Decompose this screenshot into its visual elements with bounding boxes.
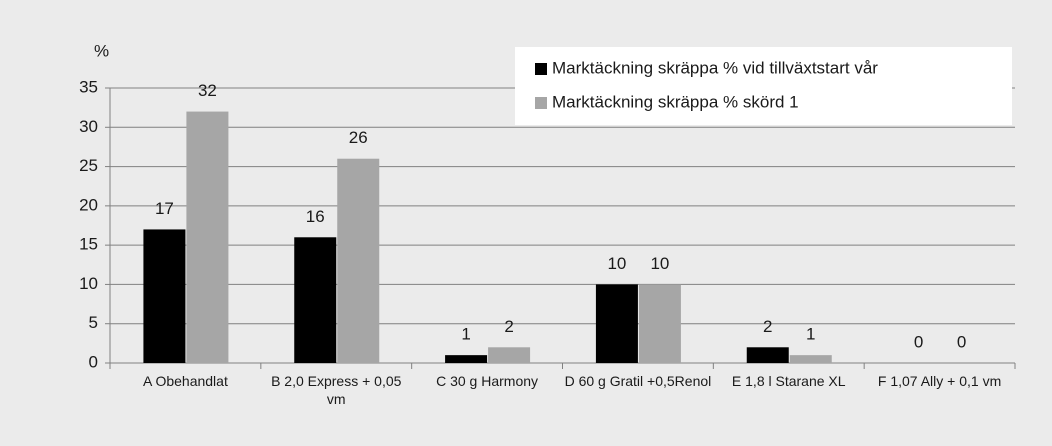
y-tick-label: 10 [79,274,98,293]
data-label: 17 [155,199,174,218]
bar [294,237,337,363]
x-tick-label: E 1,8 l Starane XL [731,373,846,389]
legend-swatch [535,63,547,75]
data-label: 16 [306,207,325,226]
y-tick-label: 0 [89,352,98,371]
data-label: 0 [914,332,923,351]
bar [337,158,380,363]
y-tick-label: 30 [79,117,98,136]
bar [488,347,531,363]
x-tick-label: C 30 g Harmony [436,373,539,389]
data-label: 10 [607,254,626,273]
legend-label: Marktäckning skräppa % skörd 1 [552,92,799,111]
bar [143,229,186,363]
data-label: 0 [957,332,966,351]
bar [746,347,789,363]
y-tick-label: 35 [79,77,98,96]
y-tick-label: 20 [79,195,98,214]
x-tick-label: F 1,07 Ally + 0,1 vm [877,373,1002,389]
bar [638,284,681,363]
legend-label: Marktäckning skräppa % vid tillväxtstart… [552,58,878,77]
x-tick-label: B 2,0 Express + 0,05 vm [271,373,402,407]
data-label: 26 [349,128,368,147]
data-label: 2 [763,317,772,336]
bar [186,111,229,363]
data-label: 32 [198,81,217,100]
data-label: 2 [504,317,513,336]
data-label: 1 [461,325,470,344]
y-axis-label: % [94,41,109,60]
data-label: 10 [650,254,669,273]
x-tick-label: A Obehandlat [142,373,228,389]
data-label: 1 [806,325,815,344]
y-tick-label: 25 [79,156,98,175]
bar [445,355,488,363]
legend-swatch [535,97,547,109]
bar [789,355,832,363]
x-tick-label: D 60 g Gratil +0,5Renol [564,373,712,389]
legend-box [515,47,1012,125]
bar [595,284,638,363]
y-tick-label: 15 [79,235,98,254]
y-tick-label: 5 [89,313,98,332]
